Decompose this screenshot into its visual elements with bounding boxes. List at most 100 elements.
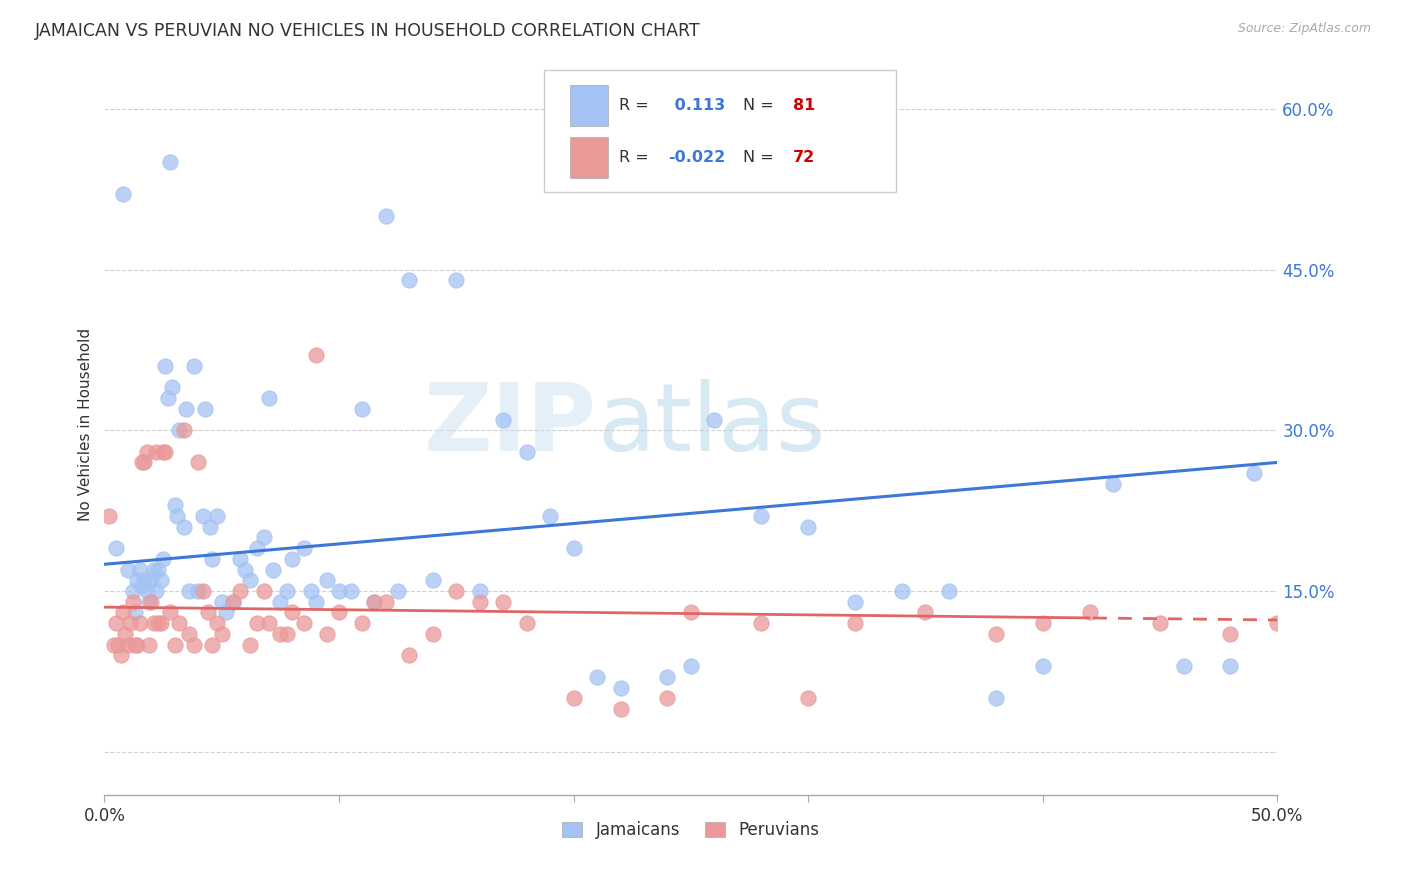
Point [363,595,385,609]
Point [269,627,291,641]
Point [292,541,315,556]
Point [169,616,191,631]
Point [387,584,409,599]
Point [211,627,233,641]
Point [205,616,228,631]
Point [152,444,174,458]
Point [797,520,820,534]
Text: ZIP: ZIP [425,379,598,471]
Point [191,584,214,599]
Point [538,509,561,524]
Y-axis label: No Vehicles in Household: No Vehicles in Household [79,328,93,522]
Point [262,563,284,577]
Legend: Jamaicans, Peruvians: Jamaicans, Peruvians [555,814,827,846]
Point [1032,659,1054,673]
Point [1173,659,1195,673]
Point [844,595,866,609]
Point [891,584,914,599]
Point [352,401,374,416]
Point [316,574,339,588]
Point [233,563,256,577]
Point [276,584,298,599]
Point [211,595,233,609]
Point [562,691,585,706]
Point [124,606,146,620]
Point [145,584,167,599]
Point [187,584,209,599]
Point [155,359,177,373]
Text: N =: N = [742,98,779,113]
Point [749,509,772,524]
Point [229,552,252,566]
Point [197,606,219,620]
Point [1078,606,1101,620]
Text: 0.113: 0.113 [669,98,725,113]
Point [201,638,224,652]
Point [205,509,228,524]
Point [1102,476,1125,491]
Point [1243,466,1265,480]
Point [914,606,936,620]
Point [138,638,160,652]
Point [1032,616,1054,631]
Point [422,627,444,641]
Point [177,584,200,599]
Point [657,691,679,706]
Point [749,616,772,631]
Text: JAMAICAN VS PERUVIAN NO VEHICLES IN HOUSEHOLD CORRELATION CHART: JAMAICAN VS PERUVIAN NO VEHICLES IN HOUS… [35,22,700,40]
Point [183,638,205,652]
Point [166,509,188,524]
Point [176,401,198,416]
Point [145,444,167,458]
Point [516,616,538,631]
Point [446,273,468,287]
Point [938,584,960,599]
Point [117,638,139,652]
Point [468,584,491,599]
Point [281,606,304,620]
Point [516,444,538,458]
Point [112,187,135,202]
Point [124,638,146,652]
Point [657,670,679,684]
Point [239,574,262,588]
Point [257,391,280,405]
Point [152,552,174,566]
Point [679,659,702,673]
Point [257,616,280,631]
Point [194,401,217,416]
Point [363,595,385,609]
Point [141,595,163,609]
Text: R =: R = [619,150,654,165]
Point [107,638,129,652]
Point [156,391,179,405]
Point [138,595,160,609]
Point [468,595,491,609]
Point [304,595,326,609]
Point [304,348,326,362]
Point [339,584,361,599]
Point [352,616,374,631]
Point [163,498,186,512]
Text: R =: R = [619,98,654,113]
Point [398,648,420,663]
Point [135,584,157,599]
Point [1149,616,1171,631]
Point [103,638,125,652]
Point [110,648,132,663]
Point [797,691,820,706]
Point [562,541,585,556]
Point [148,616,170,631]
Point [173,423,195,437]
Point [173,520,195,534]
Point [131,455,153,469]
Point [374,595,396,609]
Text: 81: 81 [793,98,815,113]
Point [246,616,269,631]
Point [142,563,165,577]
Point [1219,627,1241,641]
Text: -0.022: -0.022 [669,150,725,165]
Point [1219,659,1241,673]
Point [446,584,468,599]
Point [276,627,298,641]
